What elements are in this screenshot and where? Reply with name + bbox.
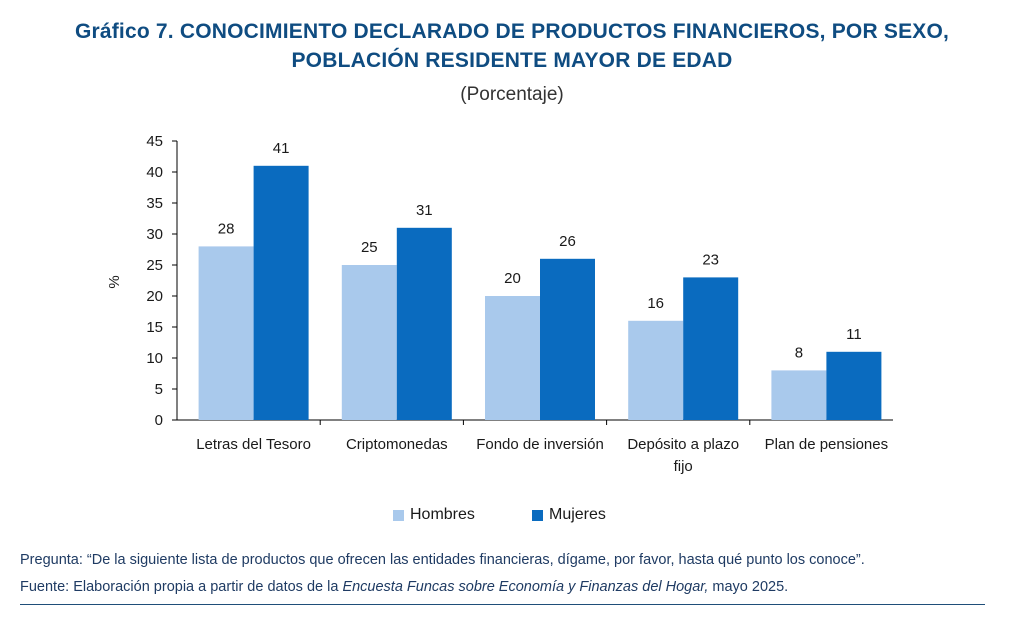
y-tick-label: 35 bbox=[146, 195, 163, 212]
y-tick-label: 40 bbox=[146, 164, 163, 181]
data-label-mujeres: 41 bbox=[273, 140, 290, 157]
legend-swatch-hombres bbox=[393, 509, 404, 521]
y-tick-label: 45 bbox=[146, 133, 163, 150]
chart-title-line-1: Gráfico 7. CONOCIMIENTO DECLARADO DE PRO… bbox=[74, 20, 950, 43]
bar-hombres-plan-de-pensiones bbox=[771, 370, 827, 420]
source-survey-name: Encuesta Funcas sobre Economía y Finanza… bbox=[342, 579, 709, 595]
bar-mujeres-fondo-de-inversion bbox=[540, 258, 595, 420]
data-label-hombres: 16 bbox=[647, 295, 664, 312]
y-tick-label: 20 bbox=[146, 288, 163, 305]
y-tick-label: 25 bbox=[146, 257, 163, 274]
x-category-label: Fondo de inversión bbox=[476, 436, 604, 453]
chart-subtitle: (Porcentaje) bbox=[460, 84, 564, 105]
x-category-label: Criptomonedas bbox=[346, 436, 448, 453]
data-label-mujeres: 26 bbox=[559, 233, 576, 250]
bar-hombres-deposito-a-plazo-fijo bbox=[628, 320, 684, 420]
source-prefix: Fuente: Elaboración propia a partir de d… bbox=[20, 579, 343, 595]
bar-hombres-fondo-de-inversion bbox=[485, 296, 540, 420]
source-suffix: mayo 2025. bbox=[708, 579, 789, 595]
legend-label-hombres: Hombres bbox=[410, 506, 475, 523]
bar-hombres-letras-del-tesoro bbox=[198, 246, 254, 420]
y-tick-label: 0 bbox=[155, 412, 163, 429]
legend-label-mujeres: Mujeres bbox=[549, 506, 606, 523]
bar-mujeres-plan-de-pensiones bbox=[826, 351, 882, 420]
source-note: Fuente: Elaboración propia a partir de d… bbox=[20, 579, 788, 595]
chart-title-line-2: POBLACIÓN RESIDENTE MAYOR DE EDAD bbox=[291, 49, 733, 72]
legend-item-hombres: Hombres bbox=[393, 506, 475, 524]
data-label-hombres: 25 bbox=[361, 239, 378, 256]
bar-mujeres-criptomonedas bbox=[396, 227, 452, 420]
legend-swatch-mujeres bbox=[532, 509, 543, 521]
bar-mujeres-letras-del-tesoro bbox=[253, 165, 309, 420]
legend-item-mujeres: Mujeres bbox=[532, 506, 606, 524]
y-tick-label: 15 bbox=[146, 319, 163, 336]
data-label-hombres: 20 bbox=[504, 270, 521, 287]
data-label-mujeres: 11 bbox=[846, 326, 862, 343]
question-note: Pregunta: “De la siguiente lista de prod… bbox=[20, 552, 865, 568]
data-label-hombres: 28 bbox=[218, 220, 235, 237]
data-label-mujeres: 23 bbox=[702, 251, 719, 268]
footer-rule bbox=[20, 604, 985, 605]
x-category-label: Letras del Tesoro bbox=[196, 436, 311, 453]
x-category-label: Plan de pensiones bbox=[765, 436, 888, 453]
bar-mujeres-deposito-a-plazo-fijo bbox=[683, 277, 739, 420]
y-tick-label: 30 bbox=[146, 226, 163, 243]
y-tick-label: 5 bbox=[155, 381, 163, 398]
data-label-mujeres: 31 bbox=[416, 202, 433, 219]
y-axis-label: % bbox=[106, 275, 123, 288]
x-category-label: fijo bbox=[674, 458, 693, 475]
bar-hombres-criptomonedas bbox=[341, 265, 397, 420]
data-label-hombres: 8 bbox=[795, 344, 803, 361]
x-category-label: Depósito a plazo bbox=[627, 436, 739, 453]
y-tick-label: 10 bbox=[146, 350, 163, 367]
